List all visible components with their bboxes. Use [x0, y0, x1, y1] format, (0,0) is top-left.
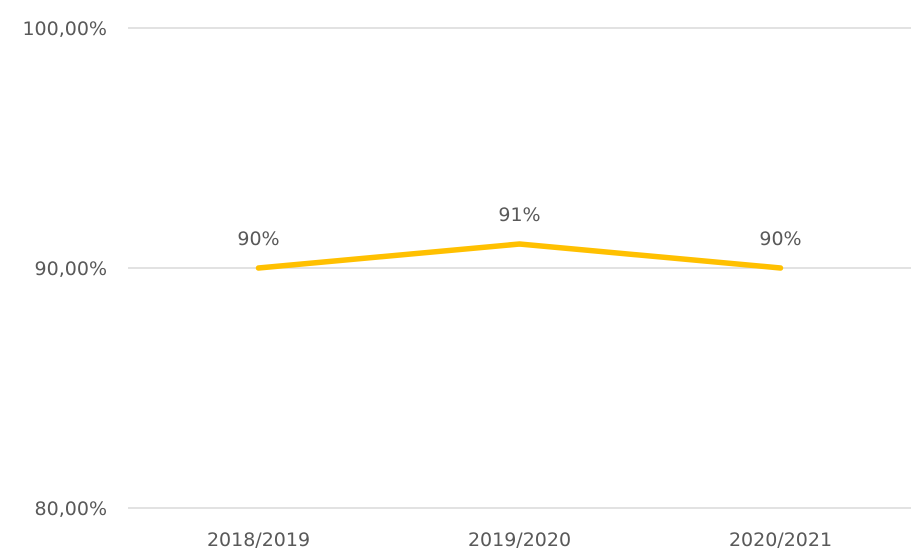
y-tick-label: 80,00% [35, 498, 107, 520]
y-axis-tick-labels: 80,00% 90,00% 100,00% [22, 18, 107, 520]
x-tick-label: 2019/2020 [468, 529, 571, 550]
x-axis-tick-labels: 2018/2019 2019/2020 2020/2021 [207, 529, 832, 550]
x-tick-label: 2018/2019 [207, 529, 310, 550]
data-label: 91% [498, 204, 540, 226]
data-labels: 90% 91% 90% [237, 204, 801, 250]
y-tick-label: 100,00% [22, 18, 107, 40]
data-label: 90% [759, 228, 801, 250]
x-tick-label: 2020/2021 [729, 529, 832, 550]
data-label: 90% [237, 228, 279, 250]
y-tick-label: 90,00% [35, 258, 107, 280]
series-line [255, 241, 784, 271]
gridlines [128, 27, 911, 509]
series-line-path [255, 241, 784, 271]
